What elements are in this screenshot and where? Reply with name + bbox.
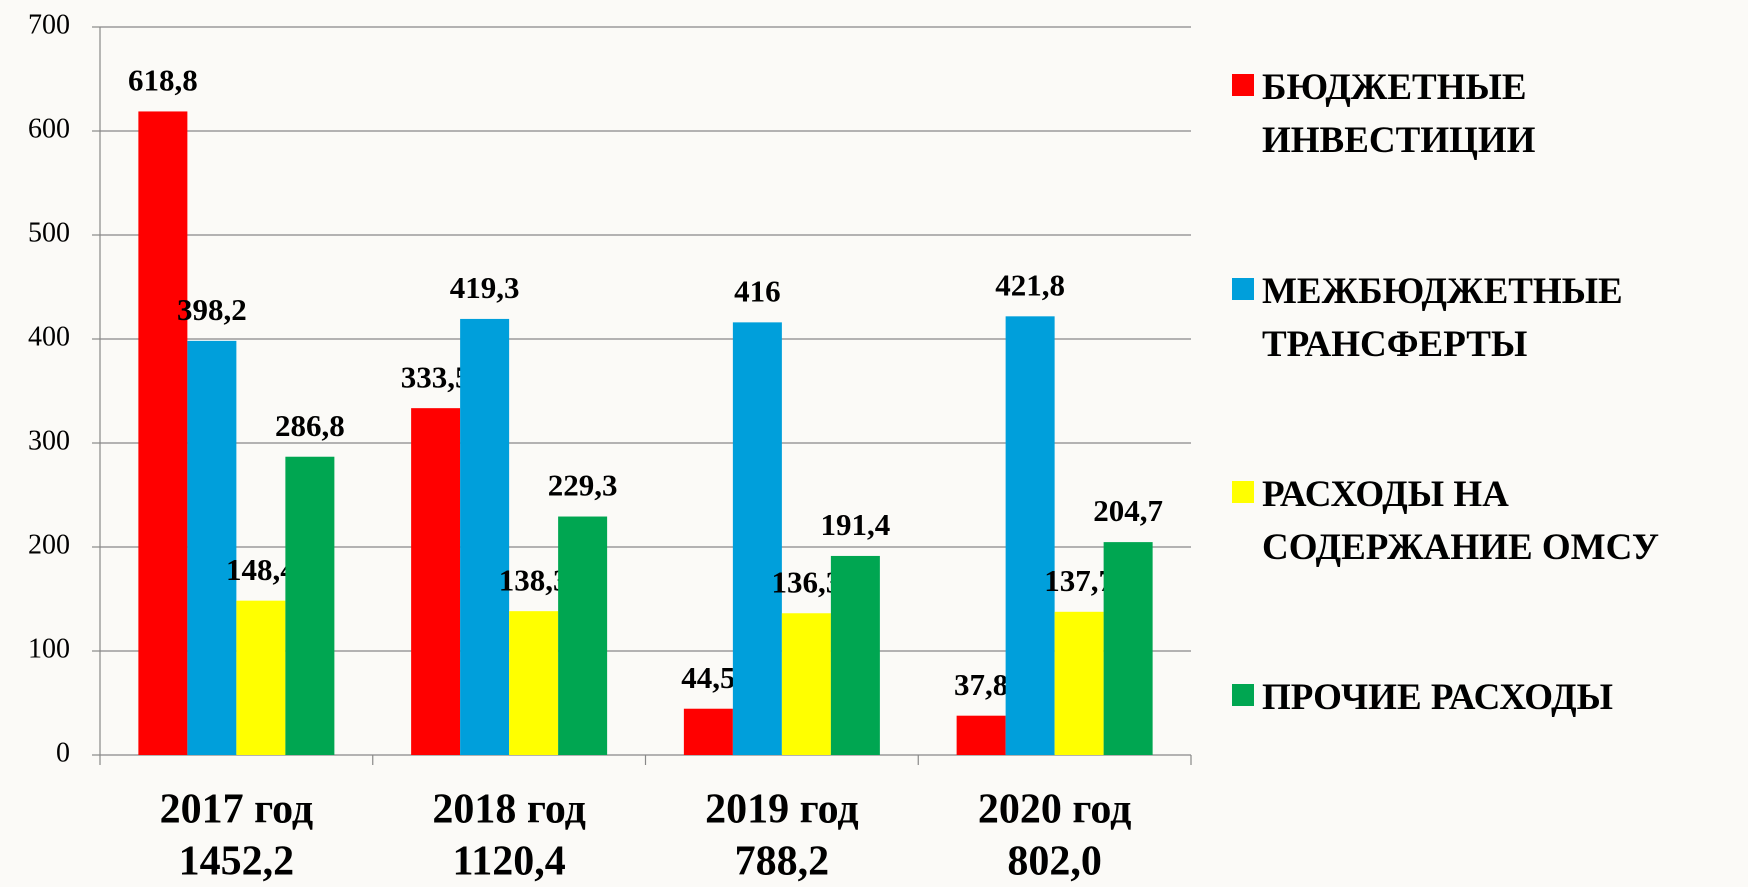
category-total: 788,2 — [735, 839, 830, 885]
bar — [411, 408, 461, 755]
bar — [830, 555, 880, 755]
value-label: 618,8 — [128, 63, 198, 98]
y-tick-label: 0 — [56, 737, 70, 768]
value-label: 421,8 — [995, 267, 1065, 302]
bar — [187, 340, 237, 755]
bar — [236, 600, 286, 755]
value-label: 286,8 — [275, 408, 345, 443]
y-tick-label: 200 — [28, 529, 70, 560]
value-label: 37,8 — [954, 667, 1008, 702]
y-tick-label: 500 — [28, 217, 70, 248]
x-tick-label: 2020 год — [978, 787, 1132, 833]
legend-swatch — [1232, 278, 1254, 300]
bar — [732, 322, 782, 755]
value-label: 419,3 — [450, 270, 520, 305]
value-label: 416 — [734, 273, 781, 308]
x-tick-label: 2017 год — [160, 787, 314, 833]
bar — [460, 318, 510, 755]
legend-label: МЕЖБЮДЖЕТНЫЕ ТРАНСФЕРТЫ — [1262, 271, 1623, 365]
bar — [1103, 542, 1153, 755]
value-label: 333,5 — [401, 359, 471, 394]
value-label: 137,7 — [1044, 563, 1114, 598]
bar — [558, 516, 608, 755]
legend-item: БЮДЖЕТНЫЕ ИНВЕСТИЦИИ — [1232, 62, 1744, 167]
value-label: 398,2 — [177, 292, 247, 327]
legend-item: МЕЖБЮДЖЕТНЫЕ ТРАНСФЕРТЫ — [1232, 266, 1744, 371]
legend-label: ПРОЧИЕ РАСХОДЫ — [1262, 677, 1613, 718]
legend-label: БЮДЖЕТНЫЕ ИНВЕСТИЦИИ — [1262, 67, 1536, 161]
category-total: 802,0 — [1007, 839, 1102, 885]
y-tick-label: 300 — [28, 425, 70, 456]
bar — [1054, 611, 1104, 755]
value-label: 204,7 — [1093, 493, 1163, 528]
y-tick-label: 100 — [28, 633, 70, 664]
legend-swatch — [1232, 481, 1254, 503]
category-total: 1120,4 — [453, 839, 566, 885]
legend-label: РАСХОДЫ НА СОДЕРЖАНИЕ ОМСУ — [1262, 474, 1659, 568]
y-tick-label: 700 — [28, 9, 70, 40]
x-tick-label: 2018 год — [432, 787, 586, 833]
legend-swatch — [1232, 684, 1254, 706]
bar — [1005, 316, 1055, 755]
legend-swatch — [1232, 74, 1254, 96]
value-label: 136,3 — [772, 564, 842, 599]
bar — [138, 111, 188, 755]
x-tick-label: 2019 год — [705, 787, 859, 833]
bar — [285, 456, 335, 755]
value-label: 191,4 — [821, 507, 891, 542]
value-label: 138,3 — [499, 562, 569, 597]
legend-item: ПРОЧИЕ РАСХОДЫ — [1232, 672, 1744, 725]
legend-item: РАСХОДЫ НА СОДЕРЖАНИЕ ОМСУ — [1232, 469, 1744, 574]
y-tick-label: 400 — [28, 321, 70, 352]
value-label: 44,5 — [681, 660, 735, 695]
bar — [781, 613, 831, 755]
value-label: 148,4 — [226, 552, 296, 587]
bar — [956, 715, 1006, 755]
value-label: 229,3 — [548, 468, 618, 503]
category-total: 1452,2 — [179, 839, 295, 885]
bar — [509, 611, 559, 755]
bar — [683, 708, 733, 755]
y-tick-label: 600 — [28, 113, 70, 144]
